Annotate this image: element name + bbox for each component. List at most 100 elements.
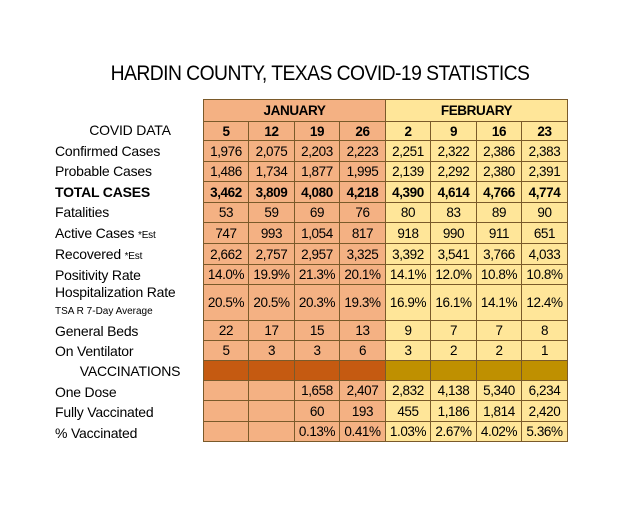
- table-cell: 4,614: [430, 181, 477, 203]
- recovered-row: 2,662 2,757 2,957 3,325 3,392 3,541 3,766 4,033: [203, 243, 568, 265]
- table-cell: 3,462: [203, 181, 249, 203]
- table-cell: [248, 380, 295, 401]
- table-cell: 2,251: [385, 140, 431, 162]
- table-cell: 12.0%: [430, 264, 477, 285]
- table-cell: 6,234: [521, 380, 568, 401]
- confirmed-row: 1,976 2,075 2,203 2,223 2,251 2,322 2,386 2,383: [203, 140, 568, 162]
- week-cell: 26: [339, 121, 386, 141]
- table-cell: 817: [339, 222, 386, 244]
- table-cell: 1,995: [339, 161, 386, 182]
- table-cell: 2.67%: [430, 421, 477, 442]
- table-cell: 455: [385, 400, 431, 422]
- table-cell: 2,662: [203, 243, 249, 265]
- pct-vaccinated-row: 0.13% 0.41% 1.03% 2.67% 4.02% 5.36%: [203, 421, 568, 442]
- vaccinations-band-cell: [476, 360, 522, 381]
- table-cell: 17: [248, 320, 295, 341]
- week-cell: 12: [248, 121, 295, 141]
- month-february: FEBRUARY: [385, 99, 568, 122]
- covid-data-heading: COVID DATA: [89, 122, 171, 138]
- table-cell: 918: [385, 222, 431, 244]
- label-hospitalization-sub: TSA R 7-Day Average: [55, 306, 153, 317]
- week-cell: 16: [476, 121, 522, 141]
- table-cell: 193: [339, 400, 386, 422]
- active-row: 747 993 1,054 817 918 990 911 651: [203, 222, 568, 244]
- fully-vaccinated-row: 60 193 455 1,186 1,814 2,420: [203, 400, 568, 422]
- label-positivity: Positivity Rate: [55, 267, 141, 283]
- table-cell: 4,774: [521, 181, 568, 203]
- label-general-beds: General Beds: [55, 323, 139, 339]
- table-cell: 3: [385, 340, 431, 361]
- total-row: 3,462 3,809 4,080 4,218 4,390 4,614 4,766 4,774: [203, 181, 568, 203]
- label-active-text: Active Cases: [55, 225, 135, 241]
- page-title: HARDIN COUNTY, TEXAS COVID-19 STATISTICS: [110, 62, 530, 85]
- table-cell: 4,080: [294, 181, 340, 203]
- label-recovered: Recovered *Est: [55, 246, 142, 262]
- table-cell: 89: [476, 202, 522, 223]
- table-cell: 0.41%: [339, 421, 386, 442]
- table-cell: 60: [294, 400, 340, 422]
- table-cell: 990: [430, 222, 477, 244]
- table-cell: 2,757: [248, 243, 295, 265]
- table-cell: 3,392: [385, 243, 431, 265]
- week-cell: 19: [294, 121, 340, 141]
- vaccinations-band-cell: [203, 360, 249, 381]
- label-pct-vaccinated: % Vaccinated: [55, 425, 138, 441]
- table-cell: 16.1%: [430, 284, 477, 321]
- vaccinations-heading: VACCINATIONS: [79, 363, 181, 379]
- table-cell: 1.03%: [385, 421, 431, 442]
- vaccinations-band-cell: [248, 360, 295, 381]
- table-cell: 5: [203, 340, 249, 361]
- table-cell: 4,218: [339, 181, 386, 203]
- month-header-row: JANUARY FEBRUARY: [203, 99, 568, 122]
- table-cell: 2,391: [521, 161, 568, 182]
- vaccinations-band-cell: [385, 360, 431, 381]
- table-cell: 1,734: [248, 161, 295, 182]
- table-cell: 14.1%: [385, 264, 431, 285]
- table-cell: 4.02%: [476, 421, 522, 442]
- table-cell: 2,322: [430, 140, 477, 162]
- table-cell: 911: [476, 222, 522, 244]
- table-cell: 14.0%: [203, 264, 249, 285]
- table-cell: 2,223: [339, 140, 386, 162]
- table-cell: 0.13%: [294, 421, 340, 442]
- week-cell: 23: [521, 121, 568, 141]
- hospitalization-row: 20.5% 20.5% 20.3% 19.3% 16.9% 16.1% 14.1% 12.4%: [203, 284, 568, 321]
- table-cell: 3,766: [476, 243, 522, 265]
- table-cell: [248, 400, 295, 422]
- table-cell: 4,766: [476, 181, 522, 203]
- table-cell: 2,203: [294, 140, 340, 162]
- table-cell: 3: [294, 340, 340, 361]
- vaccinations-band-cell: [430, 360, 477, 381]
- table-cell: 4,033: [521, 243, 568, 265]
- table-cell: 20.1%: [339, 264, 386, 285]
- table-cell: 1,486: [203, 161, 249, 182]
- table-cell: 1,658: [294, 380, 340, 401]
- table-cell: 76: [339, 202, 386, 223]
- vaccinations-band-cell: [521, 360, 568, 381]
- vaccinations-band-cell: [294, 360, 340, 381]
- table-cell: 1,976: [203, 140, 249, 162]
- table-cell: 2,407: [339, 380, 386, 401]
- label-fully-vaccinated: Fully Vaccinated: [55, 404, 154, 420]
- table-cell: 19.9%: [248, 264, 295, 285]
- table-cell: 2,075: [248, 140, 295, 162]
- table-cell: 2,957: [294, 243, 340, 265]
- table-cell: 10.8%: [521, 264, 568, 285]
- table-cell: 1,054: [294, 222, 340, 244]
- label-probable: Probable Cases: [55, 163, 152, 179]
- table-cell: 5,340: [476, 380, 522, 401]
- table-cell: 2,386: [476, 140, 522, 162]
- table-cell: 2: [430, 340, 477, 361]
- table-cell: 3,541: [430, 243, 477, 265]
- table-cell: 21.3%: [294, 264, 340, 285]
- table-cell: 20.5%: [203, 284, 249, 321]
- table-cell: 20.5%: [248, 284, 295, 321]
- vaccinations-band-cell: [339, 360, 386, 381]
- table-cell: 13: [339, 320, 386, 341]
- table-cell: 80: [385, 202, 431, 223]
- table-cell: 2,380: [476, 161, 522, 182]
- table-cell: 16.9%: [385, 284, 431, 321]
- table-cell: 2,832: [385, 380, 431, 401]
- table-cell: 4,390: [385, 181, 431, 203]
